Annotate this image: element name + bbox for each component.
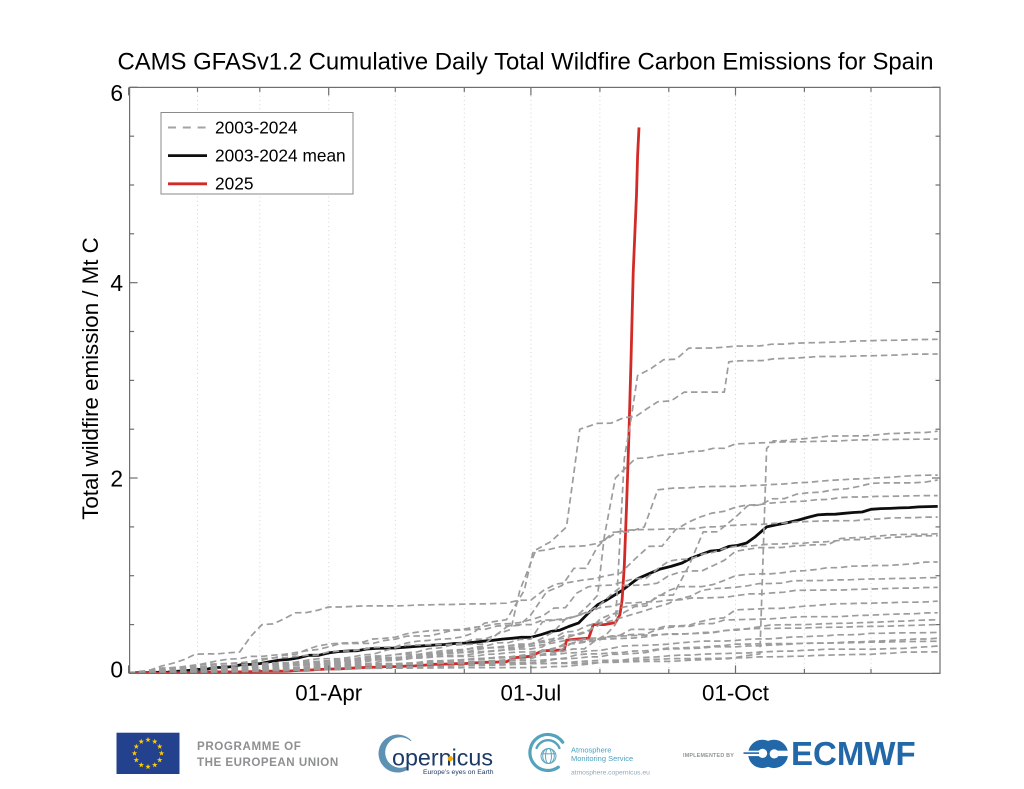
svg-text:CAMS GFASv1.2 Cumulative Daily: CAMS GFASv1.2 Cumulative Daily Total Wil… (117, 49, 933, 76)
svg-text:opernicus: opernicus (392, 745, 493, 771)
svg-text:6: 6 (110, 80, 123, 106)
svg-text:ECMWF: ECMWF (791, 735, 916, 772)
svg-text:2003-2024: 2003-2024 (215, 117, 298, 137)
svg-text:2: 2 (110, 465, 123, 491)
svg-text:PROGRAMME OF: PROGRAMME OF (197, 740, 301, 753)
svg-text:4: 4 (110, 270, 123, 296)
svg-text:01-Jul: 01-Jul (501, 681, 562, 706)
svg-text:Europe’s eyes on Earth: Europe’s eyes on Earth (423, 769, 494, 776)
svg-text:Total wildfire emission / Mt C: Total wildfire emission / Mt C (78, 237, 103, 520)
svg-text:Monitoring Service: Monitoring Service (571, 754, 633, 763)
svg-text:THE EUROPEAN UNION: THE EUROPEAN UNION (197, 756, 339, 769)
svg-text:2025: 2025 (215, 174, 253, 194)
svg-text:2003-2024 mean: 2003-2024 mean (215, 145, 346, 165)
svg-text:01-Oct: 01-Oct (702, 681, 770, 706)
svg-text:IMPLEMENTED BY: IMPLEMENTED BY (683, 753, 734, 759)
svg-text:atmosphere.copernicus.eu: atmosphere.copernicus.eu (571, 770, 650, 777)
svg-text:01-Apr: 01-Apr (295, 681, 362, 706)
svg-text:Atmosphere: Atmosphere (571, 745, 611, 754)
svg-text:0: 0 (110, 657, 123, 683)
